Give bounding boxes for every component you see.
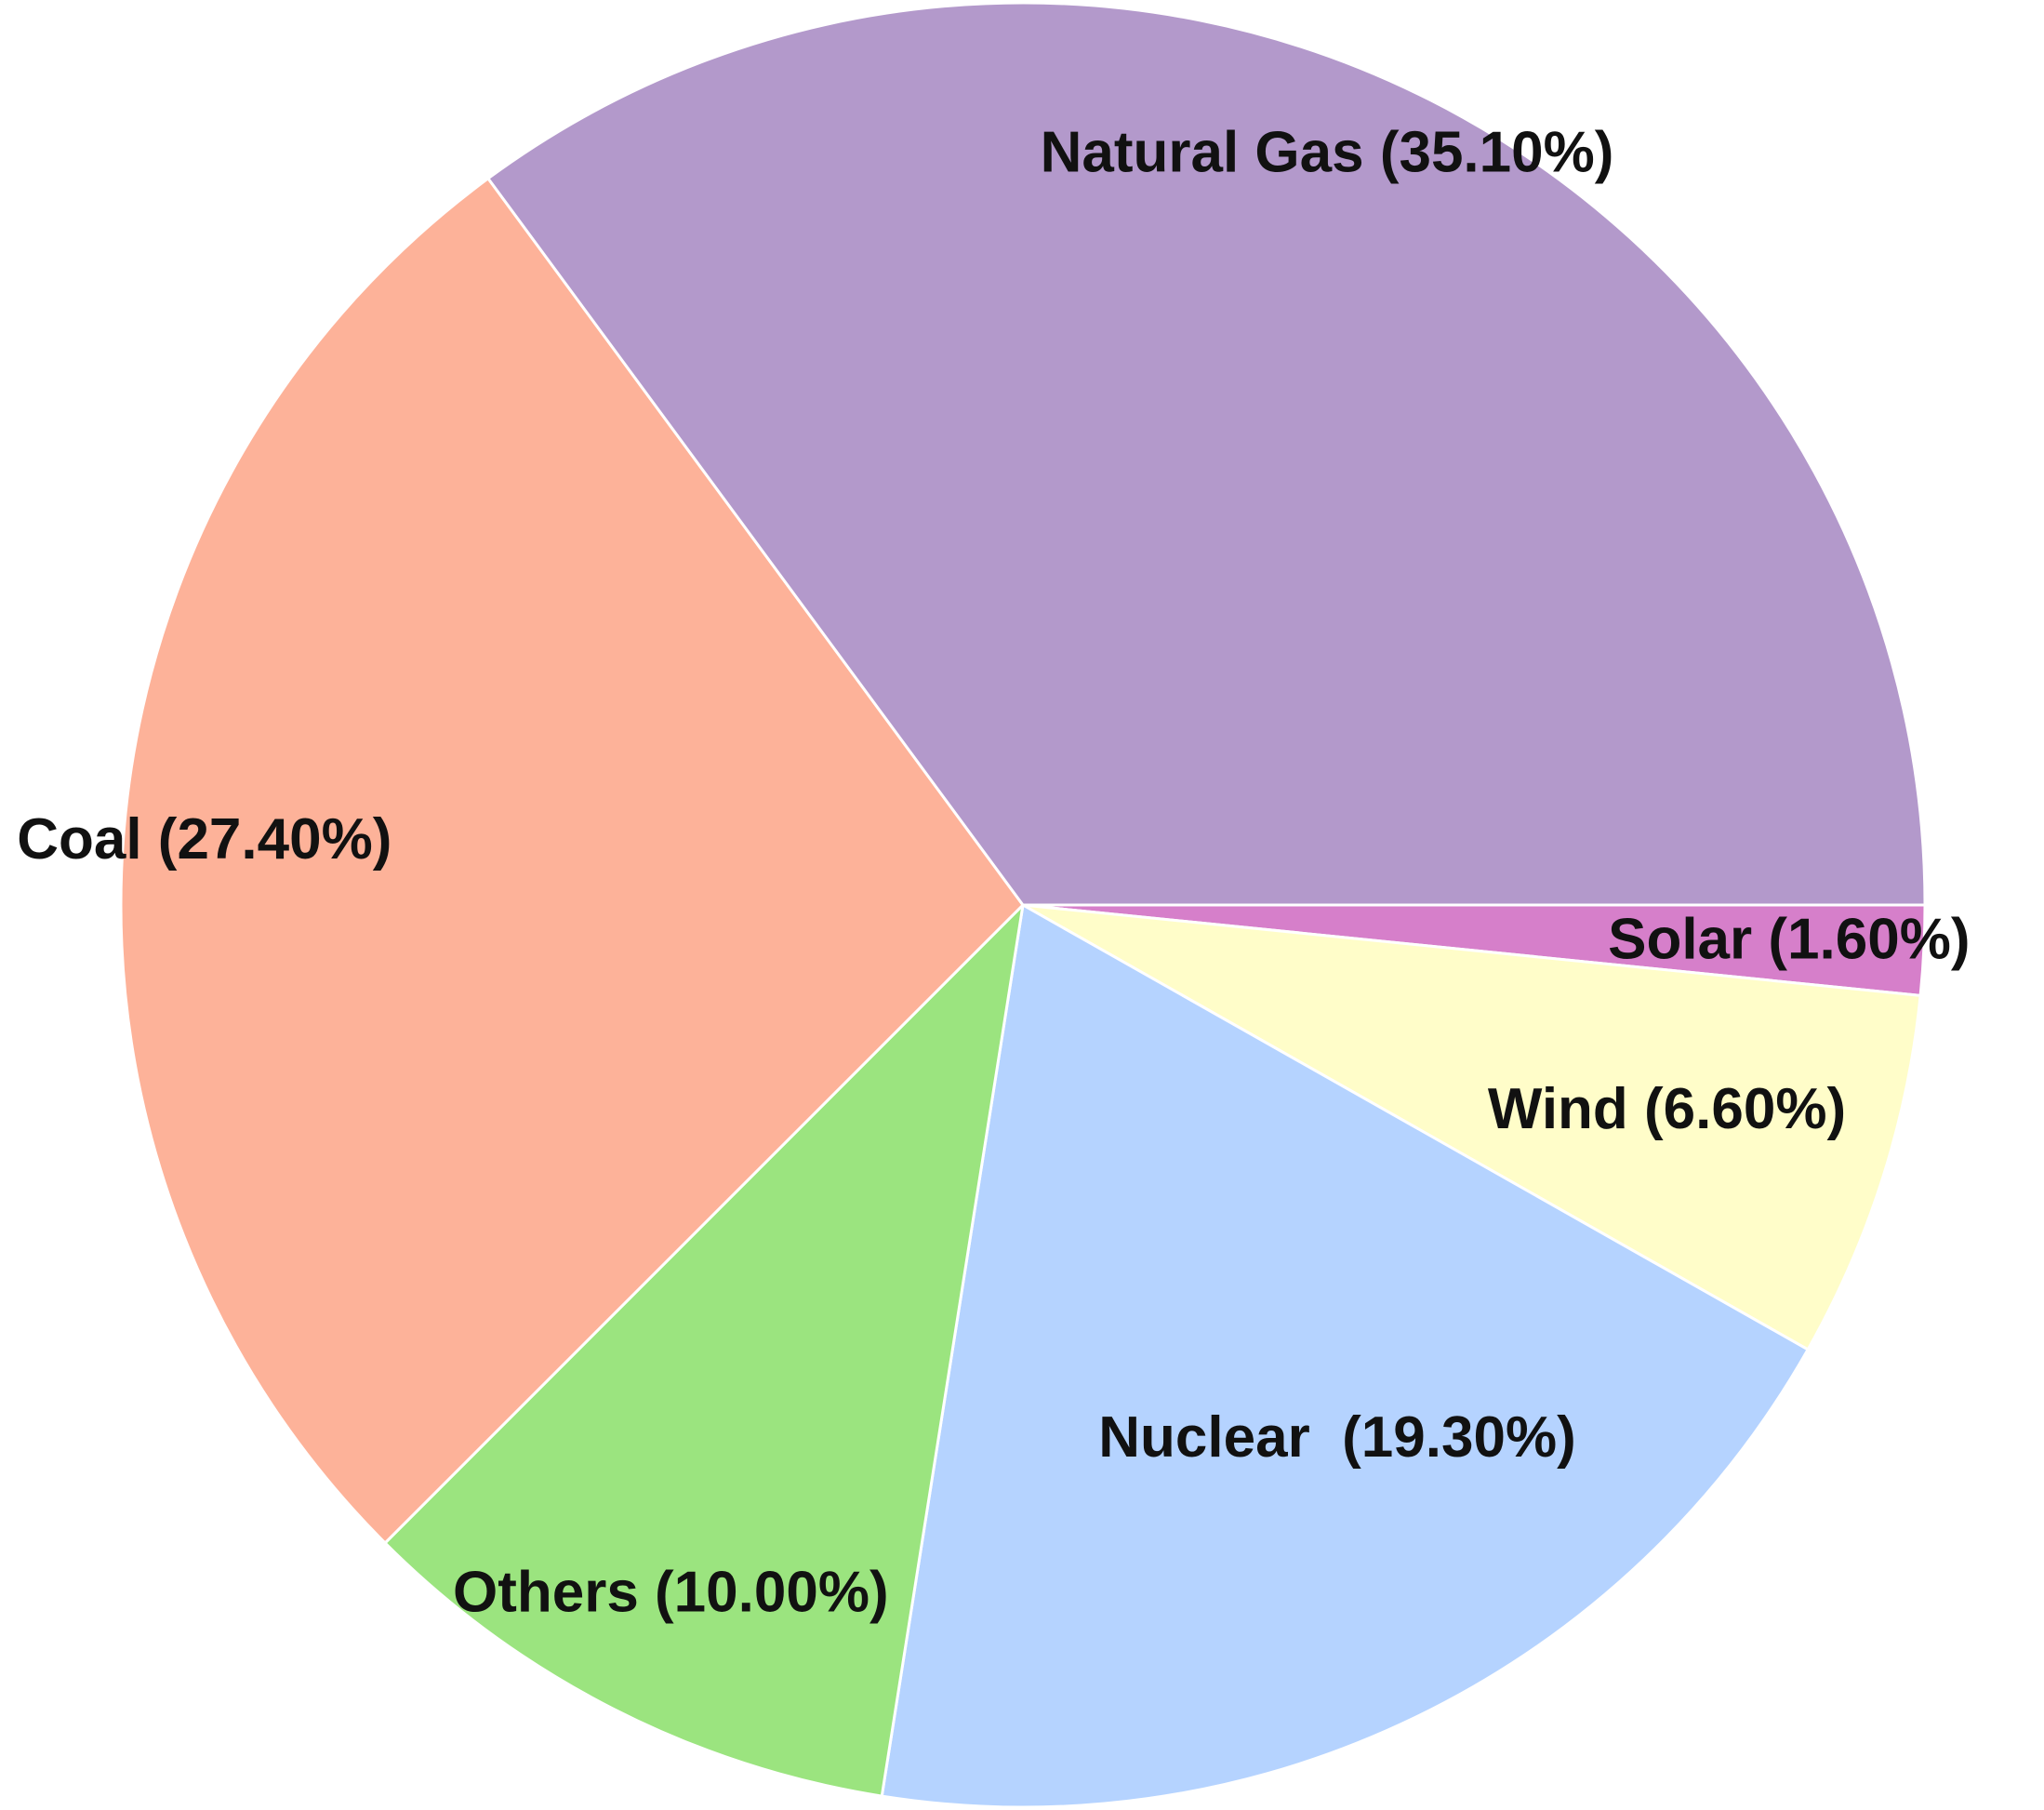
slice-label-others: Others (10.00%) [453, 1561, 889, 1625]
slice-label-solar: Solar (1.60%) [1608, 907, 1970, 971]
slice-label-wind: Wind (6.60%) [1488, 1077, 1846, 1141]
pie-slice-others [383, 903, 1025, 1798]
pie-slice-wind [1021, 903, 1922, 1351]
slice-label-coal: Coal (27.40%) [17, 807, 392, 872]
slices-layer [119, 1, 1927, 1809]
pie-slice-natural-gas [486, 1, 1927, 907]
pie-slice-coal [119, 177, 1025, 1545]
slice-label-nuclear: Nuclear (19.30%) [1098, 1405, 1575, 1470]
labels-layer: Solar (1.60%) Wind (6.60%) Nuclear (19.30%… [17, 120, 1970, 1624]
pie-slice-nuclear [880, 903, 1810, 1809]
slice-label-natural-gas: Natural Gas (35.10%) [1041, 120, 1614, 184]
